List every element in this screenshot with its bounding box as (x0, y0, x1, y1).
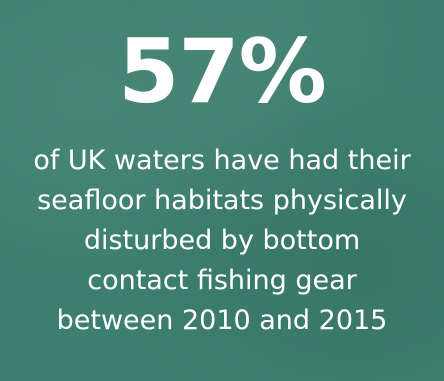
caption-line: seafloor habitats physically (37, 185, 407, 216)
caption-line: between 2010 and 2015 (56, 305, 388, 336)
headline-statistic: 57% (118, 20, 327, 123)
caption-line: disturbed by bottom (83, 225, 361, 256)
caption-line: contact fishing gear (87, 265, 357, 296)
statistic-caption: of UK waters have had their seafloor hab… (0, 141, 444, 341)
caption-line: of UK waters have had their (33, 145, 411, 176)
